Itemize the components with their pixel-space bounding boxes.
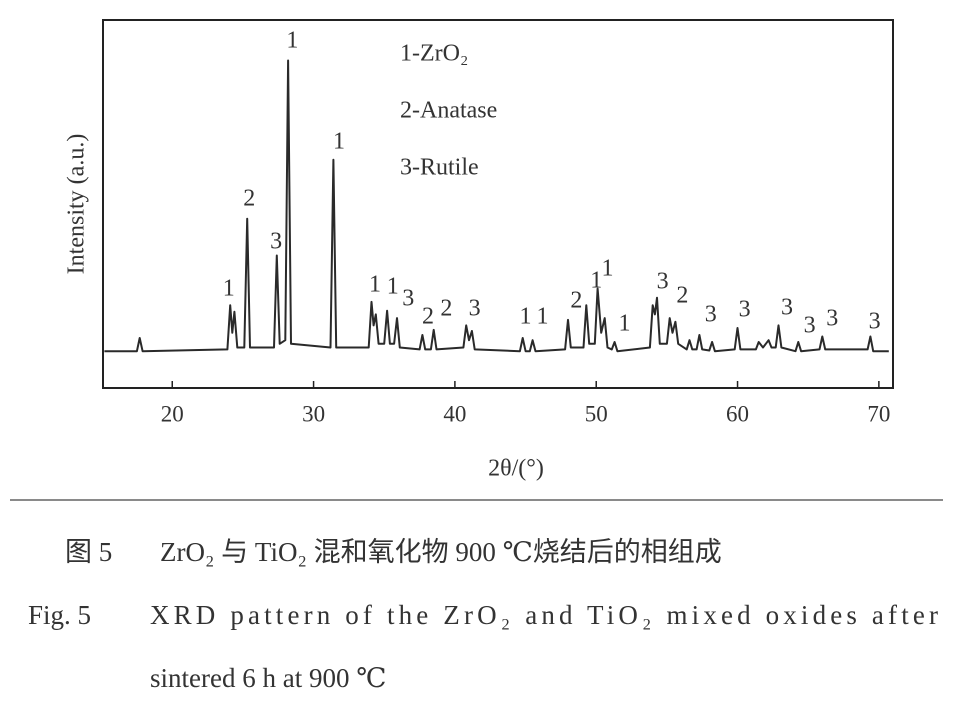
x-tick-label: 30	[302, 401, 325, 426]
caption-en-label: Fig. 5	[28, 600, 91, 630]
peak-label: 1	[387, 273, 399, 299]
caption-en-line: XRD pattern of the ZrO₂ and TiO₂ mixed o…	[150, 600, 938, 630]
x-tick-label: 70	[867, 401, 890, 426]
peak-label: 3	[869, 308, 881, 334]
phase-key: 2-Anatase	[400, 98, 497, 124]
x-tick-label: 20	[161, 401, 184, 426]
peak-label: 1	[602, 255, 614, 281]
phase-key: 1-ZrO₂	[400, 41, 468, 67]
x-axis-label: 2θ/(°)	[488, 456, 544, 482]
peak-label: 2	[422, 304, 434, 330]
peak-label: 3	[826, 305, 838, 331]
peak-label: 3	[739, 297, 751, 323]
peak-label: 2	[570, 287, 582, 313]
peak-label: 3	[705, 301, 717, 327]
x-tick-label: 40	[443, 401, 466, 426]
peak-label: 1	[520, 304, 532, 330]
plot-frame	[102, 19, 894, 389]
x-tick-label: 50	[585, 401, 608, 426]
caption-zh-label: 图 5	[65, 537, 112, 567]
peak-label: 1	[286, 28, 298, 54]
phase-key: 3-Rutile	[400, 155, 479, 181]
peak-label: 2	[243, 185, 255, 211]
xrd-pattern	[104, 59, 889, 353]
peak-label: 3	[402, 286, 414, 312]
peak-label: 3	[804, 312, 816, 338]
peak-label: 1	[223, 276, 235, 302]
peak-label: 3	[270, 229, 282, 255]
caption-zh-text: ZrO₂ 与 TiO₂ 混和氧化物 900 ℃烧结后的相组成	[160, 537, 722, 567]
peak-label: 2	[440, 295, 452, 321]
peak-label: 3	[469, 295, 481, 321]
peak-label: 1	[618, 311, 630, 337]
peak-label: 3	[781, 294, 793, 320]
peak-label: 2	[676, 283, 688, 309]
peak-label: 3	[657, 269, 669, 295]
x-tick-label: 60	[726, 401, 749, 426]
peak-label: 1	[333, 128, 345, 154]
y-axis-label: Intensity (a.u.)	[64, 134, 90, 275]
peak-label: 1	[590, 268, 602, 294]
peak-label: 1	[369, 272, 381, 298]
peak-label: 1	[537, 304, 549, 330]
caption-en-line: sintered 6 h at 900 ℃	[150, 663, 386, 693]
